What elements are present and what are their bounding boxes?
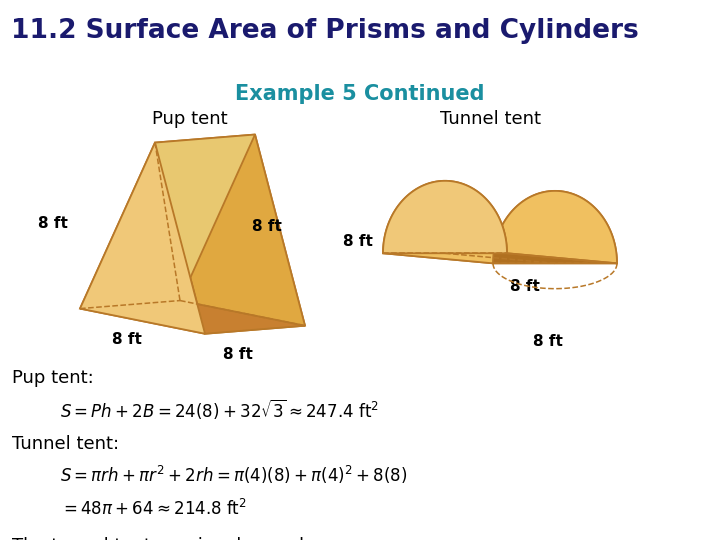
Polygon shape bbox=[80, 134, 255, 308]
Polygon shape bbox=[155, 134, 305, 334]
Polygon shape bbox=[180, 134, 305, 326]
Text: $= 48\pi + 64 \approx 214.8\ \mathrm{ft}^2$: $= 48\pi + 64 \approx 214.8\ \mathrm{ft}… bbox=[60, 499, 247, 519]
Text: Tunnel tent: Tunnel tent bbox=[439, 110, 541, 129]
Text: Example 5 Continued: Example 5 Continued bbox=[235, 84, 485, 104]
Text: Pup tent:: Pup tent: bbox=[12, 369, 94, 387]
Text: $S = \pi rh + \pi r^2 + 2rh = \pi(4)(8) + \pi(4)^2 + 8(8)$: $S = \pi rh + \pi r^2 + 2rh = \pi(4)(8) … bbox=[60, 463, 408, 485]
Text: 8 ft: 8 ft bbox=[112, 332, 142, 347]
Polygon shape bbox=[80, 301, 305, 334]
Text: 8 ft: 8 ft bbox=[510, 279, 540, 294]
Text: Pup tent: Pup tent bbox=[152, 110, 228, 129]
Text: 8 ft: 8 ft bbox=[343, 234, 373, 249]
Text: 8 ft: 8 ft bbox=[223, 347, 253, 362]
Polygon shape bbox=[383, 181, 617, 264]
Text: Tunnel tent:: Tunnel tent: bbox=[12, 435, 119, 454]
Text: 8 ft: 8 ft bbox=[38, 215, 68, 231]
Text: The tunnel tent requires less nylon.: The tunnel tent requires less nylon. bbox=[12, 537, 332, 540]
Text: 11.2 Surface Area of Prisms and Cylinders: 11.2 Surface Area of Prisms and Cylinder… bbox=[11, 18, 639, 44]
Polygon shape bbox=[80, 143, 205, 334]
Text: $S = Ph + 2B = 24(8) + 32\sqrt{3} \approx 247.4\ \mathrm{ft}^2$: $S = Ph + 2B = 24(8) + 32\sqrt{3} \appro… bbox=[60, 397, 379, 421]
Text: 8 ft: 8 ft bbox=[533, 334, 563, 349]
Polygon shape bbox=[383, 253, 617, 264]
Polygon shape bbox=[493, 191, 617, 264]
Polygon shape bbox=[507, 253, 617, 264]
Text: 8 ft: 8 ft bbox=[252, 219, 282, 234]
Polygon shape bbox=[383, 181, 507, 253]
